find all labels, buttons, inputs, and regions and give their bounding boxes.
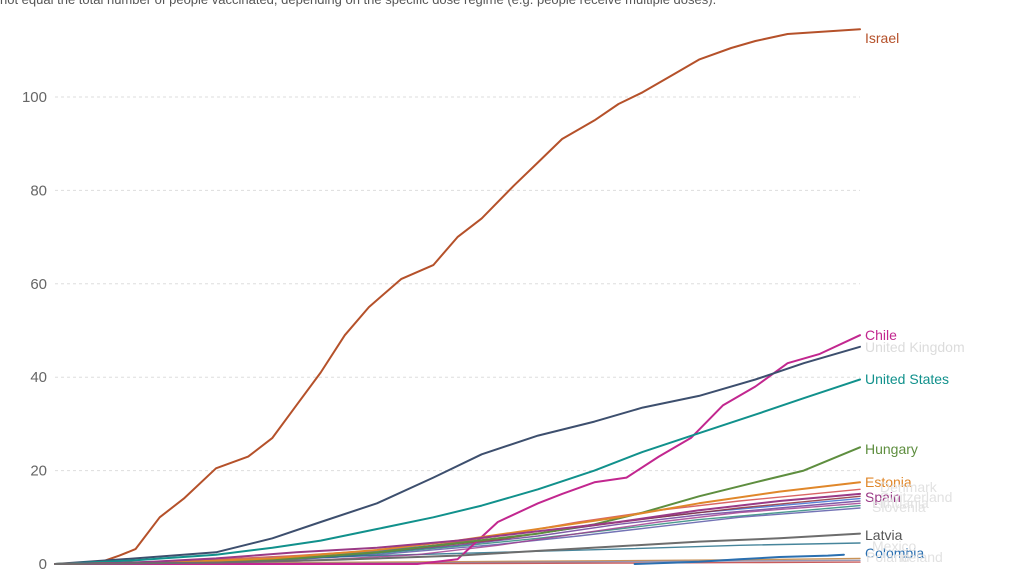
faded-label-ireland: Ireland	[900, 549, 943, 565]
x-tick-label: Mar 25, 2021	[811, 574, 894, 576]
series-label-chile: Chile	[865, 327, 897, 343]
faded-label-slovenia: Slovenia	[872, 499, 926, 515]
x-tick-label: Feb 4, 2021	[436, 574, 511, 576]
faded-label-denmark: Denmark	[880, 479, 938, 495]
y-tick-label-0: 0	[39, 556, 47, 573]
series-label-united-states: United States	[865, 371, 949, 387]
series-label-estonia: Estonia	[865, 474, 912, 490]
y-tick-label-100: 100	[22, 89, 47, 106]
series-line-united-kingdom	[54, 345, 861, 565]
series-label-hungary: Hungary	[865, 441, 918, 457]
faded-label-mexico: Mexico	[872, 538, 917, 554]
y-tick-label-80: 80	[30, 182, 47, 199]
y-gridlines	[55, 96, 860, 472]
series-line-israel	[54, 28, 861, 565]
series-label-united-kingdom: United Kingdom	[865, 339, 965, 355]
chart-subtitle: not equal the total number of people vac…	[0, 0, 1024, 10]
y-tick-label-60: 60	[30, 276, 47, 293]
series-line-colombia	[633, 553, 845, 565]
series-line-estonia	[54, 481, 861, 565]
series-lines	[54, 28, 861, 565]
y-tick-label-40: 40	[30, 369, 47, 386]
series-label-colombia: Colombia	[865, 545, 924, 561]
y-tick-label-20: 20	[30, 463, 47, 480]
series-label-spain: Spain	[865, 489, 901, 505]
y-axis: 0 20 40 60 80 100	[22, 89, 47, 573]
x-tick-label: Dec 18, 2020	[55, 574, 138, 576]
faded-label-switzerland: Switzerland	[880, 489, 952, 505]
series-label-israel: Israel	[865, 30, 899, 46]
x-axis: Dec 18, 2020 Jan 15, 2021 Feb 4, 2021 Feb 2…	[55, 574, 893, 576]
faded-label-poland: Poland	[866, 549, 910, 565]
series-line-spain	[54, 492, 861, 565]
series-label-latvia: Latvia	[865, 527, 903, 543]
series-line-chile	[54, 334, 861, 565]
x-tick-label: Feb 24, 2021	[593, 574, 676, 576]
faded-label-lithuania: Lithuania	[872, 495, 929, 511]
series-line-latvia	[54, 532, 861, 565]
series-line-united-states	[54, 378, 861, 565]
x-tick-label: Jan 15, 2021	[280, 574, 361, 576]
